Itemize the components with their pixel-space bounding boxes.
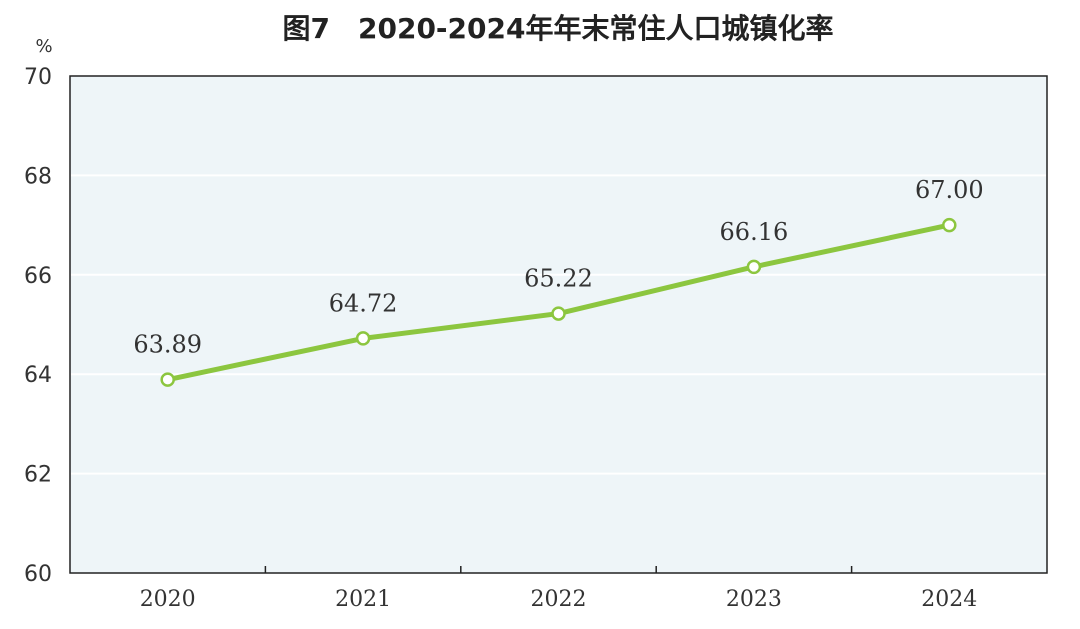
data-point xyxy=(355,331,371,346)
x-tick-label: 2022 xyxy=(531,587,587,612)
data-label: 65.22 xyxy=(524,265,593,293)
data-point xyxy=(746,259,762,275)
x-tick-label: 2020 xyxy=(140,587,196,612)
data-point xyxy=(942,217,957,233)
chart-title: 图7 2020-2024年年末常住人口城镇化率 xyxy=(283,12,834,45)
data-label: 63.89 xyxy=(133,331,202,359)
y-tick-label: 66 xyxy=(24,264,52,289)
data-label: 67.00 xyxy=(915,176,984,204)
data-label: 66.16 xyxy=(720,218,789,246)
y-tick-label: 62 xyxy=(24,463,52,488)
y-tick-label: 64 xyxy=(24,363,52,388)
series-layer xyxy=(160,217,957,387)
labels-layer: 60 62 64 66 68 70 2020 2021 2022 2023 2024 63.89 64.… xyxy=(24,65,984,612)
data-label: 64.72 xyxy=(329,289,398,317)
y-axis-unit-label: % xyxy=(35,36,52,57)
y-tick-label: 60 xyxy=(24,562,52,587)
data-point xyxy=(551,306,566,321)
x-tick-label: 2024 xyxy=(921,587,977,612)
data-point xyxy=(160,372,175,387)
y-tick-label: 68 xyxy=(24,164,52,189)
gridlines xyxy=(71,174,1046,475)
x-tick-label: 2021 xyxy=(335,587,391,612)
plot-area xyxy=(69,75,1048,574)
y-tick-label: 70 xyxy=(24,65,52,90)
x-tick-label: 2023 xyxy=(726,587,782,612)
axes xyxy=(264,566,853,573)
